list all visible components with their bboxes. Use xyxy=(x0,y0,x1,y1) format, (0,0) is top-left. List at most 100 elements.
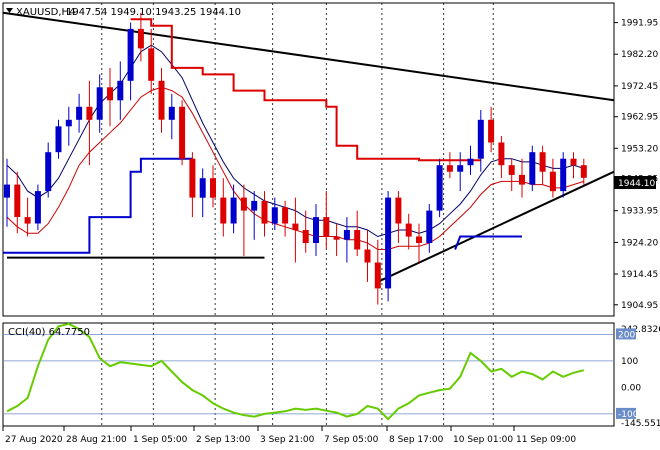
cci-line-group xyxy=(6,322,585,421)
candle-body-8 xyxy=(86,106,93,120)
price-tick-label-9: 1904.95 xyxy=(621,301,658,311)
candle-body-50 xyxy=(519,174,525,185)
candle-body-32 xyxy=(333,236,340,240)
time-tick-label-3: 2 Sep 13:00 xyxy=(196,435,251,445)
time-tick-label-2: 1 Sep 05:00 xyxy=(133,435,188,445)
time-tick-label-1: 28 Aug 21:00 xyxy=(66,435,127,445)
price-tick-label-7: 1924.20 xyxy=(621,238,658,248)
time-tick-label-5: 7 Sep 05:00 xyxy=(324,435,379,445)
cci-tick-label-0: 242.8326 xyxy=(621,325,660,335)
cci-tick-label-3: 0.00 xyxy=(621,383,641,393)
candle-body-42 xyxy=(436,165,443,211)
candle-body-26 xyxy=(271,207,278,224)
time-tick-label-7: 10 Sep 01:00 xyxy=(453,435,513,445)
price-tick-label-2: 1972.45 xyxy=(621,82,658,92)
price-tick-label-0: 1991.95 xyxy=(621,19,658,29)
time-tick-label-8: 11 Sep 09:00 xyxy=(516,435,576,445)
time-tick-label-0: 27 Aug 2020 xyxy=(5,435,63,445)
candle-body-47 xyxy=(488,119,495,143)
candle-body-18 xyxy=(189,158,196,198)
price-tick-label-4: 1953.20 xyxy=(621,144,658,154)
candle-body-12 xyxy=(127,28,134,81)
candle-body-2 xyxy=(24,217,31,224)
trend-line-1[interactable] xyxy=(377,170,615,283)
time-tick-label-6: 8 Sep 17:00 xyxy=(389,435,444,445)
cci-tick-label-2: 100 xyxy=(621,357,638,367)
candle-body-13 xyxy=(137,28,144,49)
candle-body-46 xyxy=(477,119,484,159)
price-axis: 1991.951982.201972.451962.951953.201943.… xyxy=(614,19,658,311)
candle-body-43 xyxy=(446,165,453,172)
candle-body-36 xyxy=(374,262,381,289)
price-tick-label-8: 1914.45 xyxy=(621,270,658,280)
candle-body-10 xyxy=(107,87,113,101)
price-tick-label-1: 1982.20 xyxy=(621,50,658,60)
candle-body-14 xyxy=(148,48,155,81)
cci-tick-label-5: -145.5517 xyxy=(621,419,660,429)
price-tick-label-6: 1933.95 xyxy=(621,207,658,217)
candle-body-9 xyxy=(96,87,103,120)
dropdown-triangle-icon[interactable] xyxy=(6,8,13,13)
time-tick-label-4: 3 Sep 21:00 xyxy=(260,435,315,445)
candle-body-1 xyxy=(14,184,21,217)
candle-body-41 xyxy=(426,210,433,243)
cci-tick-label-4: -100 xyxy=(618,410,639,420)
cci-title: CCI(40) 64.7750 xyxy=(8,327,90,338)
candles xyxy=(4,12,587,305)
candle-body-52 xyxy=(539,152,546,172)
candle-body-16 xyxy=(168,106,175,120)
candle-body-11 xyxy=(117,80,124,101)
candle-body-0 xyxy=(4,184,10,198)
symbol-timeframe: XAUUSD,H4 xyxy=(16,7,75,18)
candle-body-22 xyxy=(230,197,237,224)
price-tick-label-3: 1962.95 xyxy=(621,113,658,123)
candle-body-49 xyxy=(508,165,515,175)
candle-body-3 xyxy=(34,191,41,224)
candle-body-37 xyxy=(385,197,392,289)
candle-body-15 xyxy=(158,80,165,120)
candle-body-54 xyxy=(560,158,567,192)
candle-body-6 xyxy=(65,119,72,127)
candle-body-53 xyxy=(549,171,556,192)
candle-body-28 xyxy=(292,223,299,231)
time-axis: 27 Aug 2020 28 Aug 21:00 1 Sep 05:00 2 Sep … xyxy=(2,426,576,445)
candle-body-48 xyxy=(498,142,505,166)
cci-tick-label-1: 200 xyxy=(618,330,635,340)
cci-line xyxy=(6,322,585,421)
candle-body-24 xyxy=(251,200,258,211)
blue-step-line-late xyxy=(454,235,522,250)
trend-line-0[interactable] xyxy=(2,11,615,102)
candle-body-7 xyxy=(76,106,83,120)
candle-body-40 xyxy=(416,236,422,243)
candle-body-29 xyxy=(302,230,309,243)
candle-body-55 xyxy=(570,158,577,166)
candle-body-45 xyxy=(467,158,474,166)
cci-level-box-4 xyxy=(616,407,636,419)
candle-body-25 xyxy=(261,200,268,224)
candle-body-23 xyxy=(240,197,247,211)
candle-body-4 xyxy=(45,152,52,192)
candle-body-20 xyxy=(210,178,216,198)
cci-level-box-1 xyxy=(616,328,636,340)
candle-body-30 xyxy=(313,217,319,243)
current-price-label-bg xyxy=(614,176,656,189)
current-price-label: 1944.10 xyxy=(618,179,655,189)
cci-level-lines xyxy=(3,333,614,415)
candle-body-39 xyxy=(405,223,412,237)
candle-body-38 xyxy=(395,197,402,224)
blue-step-line xyxy=(3,157,193,254)
ohlc-values: 1947.54 1949.10 1943.25 1944.10 xyxy=(66,7,241,18)
candle-body-44 xyxy=(457,165,464,172)
candle-body-19 xyxy=(199,178,206,198)
candle-body-56 xyxy=(580,165,587,178)
candle-body-35 xyxy=(364,249,371,263)
candle-body-21 xyxy=(220,197,227,224)
candle-body-5 xyxy=(55,126,62,153)
candle-body-27 xyxy=(282,207,289,224)
overlay-lines xyxy=(2,11,615,283)
candle-body-17 xyxy=(179,106,186,159)
red-step-line xyxy=(130,18,481,162)
candle-body-31 xyxy=(323,217,330,237)
